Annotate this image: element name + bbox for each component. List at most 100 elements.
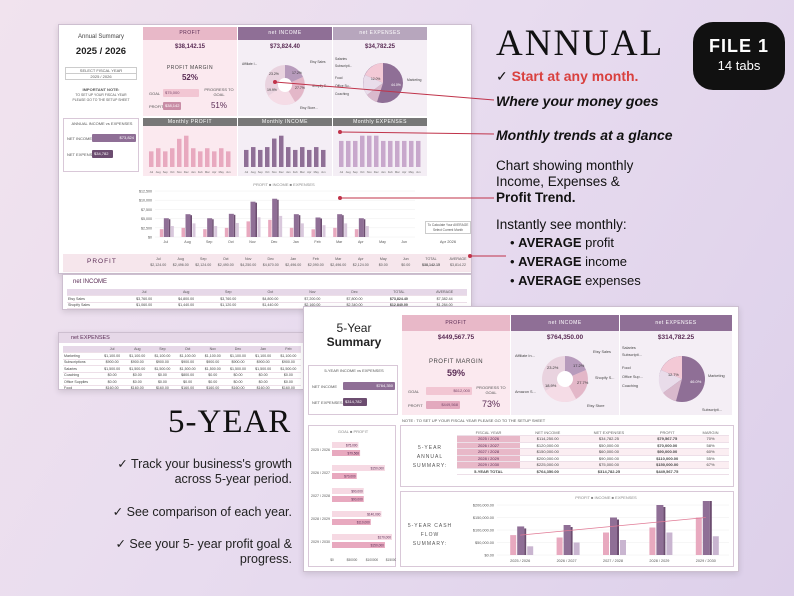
svg-text:Etsy Sales: Etsy Sales <box>310 60 326 64</box>
svg-text:Food: Food <box>622 366 631 370</box>
annual-year: 2025 / 2026 <box>75 46 127 57</box>
profit-row-cell: Mar $2,496.00 <box>330 257 347 267</box>
profit-bar <box>332 473 357 479</box>
mini-tick-label: Feb <box>198 170 203 174</box>
svg-text:Salaries: Salaries <box>622 346 636 350</box>
profit-row-cell: Nov $4,250.00 <box>240 257 257 267</box>
profit-bar <box>333 227 337 237</box>
svg-text:Coaching: Coaching <box>335 92 349 96</box>
svg-text:Office Sup...: Office Sup... <box>622 375 643 379</box>
fy-income-value: $764,350.00 <box>546 334 584 341</box>
mini-bar <box>251 147 256 167</box>
mini-bar <box>300 147 305 167</box>
mini-bar <box>307 149 312 167</box>
svg-text:17.2%: 17.2% <box>573 363 585 368</box>
mini-tick-label: Oct <box>265 170 270 174</box>
margin-label: PROFIT MARGIN <box>166 65 214 71</box>
annual-summary-sheet: Annual Summary 2025 / 2026 SELECT FISCAL… <box>58 24 472 274</box>
x-tick-label: 2029 / 2030 <box>696 559 716 563</box>
income-bar <box>337 214 343 237</box>
profit-row-cell: May $0.00 <box>378 257 388 267</box>
goal-bar <box>332 488 364 494</box>
fy-net-income-bar: $764,350 <box>343 382 395 390</box>
fy-profit-header: PROFIT <box>402 315 510 331</box>
goal-bar <box>332 465 385 471</box>
mini-tick-label: Jul <box>149 170 153 174</box>
goal-label: $90,000 <box>351 490 363 494</box>
income-card: net INCOME $73,824.40 23.2% 17.2% 27.7% … <box>238 27 332 116</box>
profit-trendline <box>520 517 706 536</box>
bullet-average-profit: • AVERAGE profit <box>510 235 615 250</box>
goal-bar <box>332 511 382 517</box>
profit-row-total: TOTAL $38,142.15 <box>422 257 440 267</box>
mini-tick-label: May <box>219 170 225 174</box>
start-any-month-text: Start at any month. <box>511 68 639 84</box>
mini-bar <box>279 135 284 167</box>
fy-margin-value: 59% <box>446 368 465 378</box>
table-row: Coaching $0.00 $0.00 $0.00 $800.00 $0.00 $0.00… <box>63 372 301 379</box>
y-tick-label: 2028 / 2029 <box>311 517 330 521</box>
mini-tick-label: Apr <box>402 170 406 174</box>
income-bar-side <box>277 199 279 237</box>
five-year-heading: 5-YEAR <box>168 404 292 440</box>
chart-showing-line1: Chart showing monthly <box>496 158 634 173</box>
x-tick-label: 2025 / 2026 <box>510 559 530 563</box>
svg-text:27.7%: 27.7% <box>577 380 589 385</box>
x-tick-label: Oct <box>228 240 234 244</box>
fy-net-income-label: NET INCOME <box>312 384 338 389</box>
important-note-text: TO SET UP YOUR FISCAL YEAR PLEASE GO TO … <box>72 93 130 102</box>
mini-bar <box>177 138 182 167</box>
mini-tick-label: Nov <box>367 170 373 174</box>
profit-bar <box>224 227 229 237</box>
start-any-month: ✓ Start at any month. <box>496 68 638 85</box>
ie-title: ANNUAL INCOME vs EXPENSES <box>71 121 133 126</box>
profit-bar <box>332 450 361 456</box>
mini-tick-label: Jan <box>191 170 196 174</box>
svg-text:44.0%: 44.0% <box>391 83 401 87</box>
mini-tick-label: Jun <box>321 170 326 174</box>
svg-text:Food: Food <box>335 76 343 80</box>
x-tick-label: Jan <box>293 240 299 244</box>
income-bar <box>207 218 213 237</box>
mini-bar <box>395 140 400 167</box>
x-tick-label: Jun <box>401 240 407 244</box>
income-bar-side <box>298 215 301 237</box>
mini-tick-label: Sep <box>353 170 358 174</box>
profit-bar <box>203 229 207 237</box>
expense-bar <box>365 226 369 237</box>
y-tick-label: $50,000.00 <box>475 541 494 545</box>
monthly-income-panel: Monthly INCOME Jul Aug Sep Oct Nov Dec Jan Feb M… <box>238 118 332 176</box>
fiscal-year-select[interactable]: 2025 / 2026 <box>65 74 137 80</box>
average-month[interactable]: Apr 2026 <box>439 239 457 244</box>
profit-bar <box>181 227 185 237</box>
svg-text:18.9%: 18.9% <box>545 383 557 388</box>
x-tick-label: Sep <box>206 240 212 244</box>
goal-label: $170,000 <box>378 536 392 540</box>
income-bar <box>315 217 321 237</box>
y-tick-label: $12,500 <box>139 190 152 194</box>
mini-tick-label: Oct <box>360 170 365 174</box>
y-tick-label: $2,500 <box>141 226 152 230</box>
monthly-expenses-header: Monthly EXPENSES <box>333 118 427 126</box>
svg-text:Etsy Store...: Etsy Store... <box>300 106 318 110</box>
monthly-profit-panel: Monthly PROFIT Jul Aug Sep Oct Nov Dec Jan Feb M… <box>143 118 237 176</box>
profit-label: $90,000 <box>351 498 363 502</box>
mini-tick-label: Aug <box>251 170 256 174</box>
check-profit-goal: ✓ See your 5- year profit goal & progres… <box>115 537 292 566</box>
profit-bar <box>311 229 315 237</box>
mini-tick-label: Feb <box>293 170 298 174</box>
monthly-profit-chart: Jul Aug Sep Oct Nov Dec Jan Feb Mar Apr May Jun <box>149 135 231 174</box>
svg-text:Affiliate I...: Affiliate I... <box>242 62 257 66</box>
fy-income-pie-chart: 23.2% 17.2% 27.7% 18.9% Affiliate In... … <box>515 350 614 408</box>
mini-tick-label: Jun <box>226 170 231 174</box>
mini-tick-label: Oct <box>170 170 175 174</box>
goal-label: $75,000 <box>346 444 358 448</box>
income-bar <box>358 218 364 237</box>
mini-bar <box>402 140 407 167</box>
income-bar-side <box>255 202 257 237</box>
svg-text:Subscripti...: Subscripti... <box>622 353 642 357</box>
svg-text:17.2%: 17.2% <box>292 71 302 75</box>
expense-bar <box>279 215 283 237</box>
annual-heading: ANNUAL <box>496 23 665 64</box>
income-bar <box>656 505 664 555</box>
